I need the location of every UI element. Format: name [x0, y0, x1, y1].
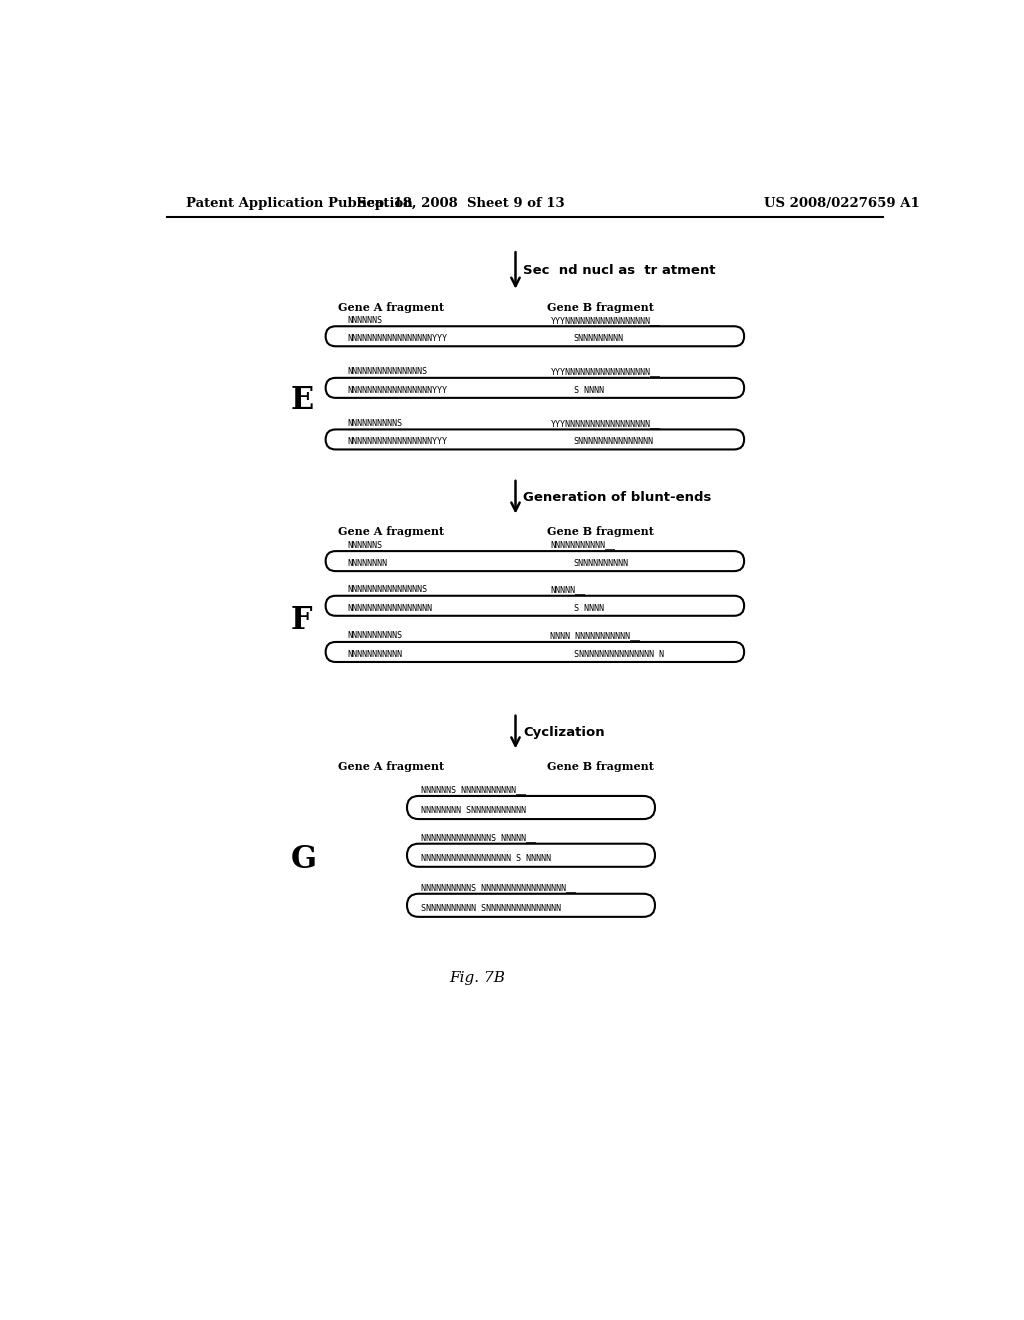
Text: NNNNNNNNNNS: NNNNNNNNNNS — [347, 418, 402, 428]
Text: NNNNNNS: NNNNNNS — [347, 315, 382, 325]
FancyBboxPatch shape — [326, 378, 744, 397]
Text: Sep. 18, 2008  Sheet 9 of 13: Sep. 18, 2008 Sheet 9 of 13 — [357, 197, 565, 210]
Text: NNNNNNNNNNNNNNNNN: NNNNNNNNNNNNNNNNN — [347, 603, 432, 612]
Text: SNNNNNNNNNN: SNNNNNNNNNN — [573, 558, 629, 568]
FancyBboxPatch shape — [326, 326, 744, 346]
Text: Fig. 7B: Fig. 7B — [449, 972, 505, 986]
Text: YYYNNNNNNNNNNNNNNNNN__: YYYNNNNNNNNNNNNNNNNN__ — [550, 367, 660, 376]
Text: Patent Application Publication: Patent Application Publication — [186, 197, 413, 210]
FancyBboxPatch shape — [407, 894, 655, 917]
FancyBboxPatch shape — [407, 843, 655, 867]
Text: NNNNNNNN SNNNNNNNNNNN: NNNNNNNN SNNNNNNNNNNN — [421, 805, 526, 814]
Text: YYYNNNNNNNNNNNNNNNNN__: YYYNNNNNNNNNNNNNNNNN__ — [550, 418, 660, 428]
Text: NNNNNNNNNNNNNNNNNYYY: NNNNNNNNNNNNNNNNNYYY — [347, 334, 447, 343]
Text: Gene B fragment: Gene B fragment — [547, 527, 654, 537]
Text: Gene B fragment: Gene B fragment — [547, 762, 654, 772]
FancyBboxPatch shape — [407, 796, 655, 818]
Text: Sec  nd nucl as  tr atment: Sec nd nucl as tr atment — [523, 264, 716, 277]
Text: NNNNNNNNNNS: NNNNNNNNNNS — [347, 631, 402, 640]
Text: NNNNNNNNNNN__: NNNNNNNNNNN__ — [550, 541, 615, 549]
Text: NNNNNNNNNNS NNNNNNNNNNNNNNNNN__: NNNNNNNNNNS NNNNNNNNNNNNNNNNN__ — [421, 883, 575, 892]
Text: NNNNNNNNNNNNNNS NNNNN__: NNNNNNNNNNNNNNS NNNNN__ — [421, 833, 536, 842]
Text: S NNNN: S NNNN — [573, 385, 603, 395]
Text: NNNNNNNNNNNNNNNS: NNNNNNNNNNNNNNNS — [347, 367, 427, 376]
Text: Gene B fragment: Gene B fragment — [547, 301, 654, 313]
Text: NNNNNNNNNNNNNNNNNYYY: NNNNNNNNNNNNNNNNNYYY — [347, 385, 447, 395]
FancyBboxPatch shape — [326, 595, 744, 615]
Text: NNNNNNS: NNNNNNS — [347, 541, 382, 549]
Text: NNNNNNNN: NNNNNNNN — [347, 558, 387, 568]
Text: Cyclization: Cyclization — [523, 726, 605, 739]
Text: YYYNNNNNNNNNNNNNNNNN__: YYYNNNNNNNNNNNNNNNNN__ — [550, 315, 660, 325]
Text: NNNN NNNNNNNNNNN__: NNNN NNNNNNNNNNN__ — [550, 631, 640, 640]
Text: SNNNNNNNNNNNNNNN N: SNNNNNNNNNNNNNNN N — [573, 649, 664, 659]
Text: Gene A fragment: Gene A fragment — [339, 527, 444, 537]
Text: US 2008/0227659 A1: US 2008/0227659 A1 — [764, 197, 920, 210]
Text: Gene A fragment: Gene A fragment — [339, 762, 444, 772]
Text: NNNNN__: NNNNN__ — [550, 585, 586, 594]
Text: NNNNNNNNNNNNNNNNNYYY: NNNNNNNNNNNNNNNNNYYY — [347, 437, 447, 446]
Text: NNNNNNS NNNNNNNNNNN__: NNNNNNS NNNNNNNNNNN__ — [421, 785, 526, 795]
Text: SNNNNNNNNNNNNNNN: SNNNNNNNNNNNNNNN — [573, 437, 653, 446]
Text: F: F — [291, 605, 312, 636]
Text: SNNNNNNNNN: SNNNNNNNNN — [573, 334, 624, 343]
Text: S NNNN: S NNNN — [573, 603, 603, 612]
Text: E: E — [291, 385, 314, 416]
Text: NNNNNNNNNNN: NNNNNNNNNNN — [347, 649, 402, 659]
FancyBboxPatch shape — [326, 429, 744, 449]
Text: G: G — [291, 843, 316, 875]
Text: Generation of blunt-ends: Generation of blunt-ends — [523, 491, 712, 504]
Text: SNNNNNNNNNN SNNNNNNNNNNNNNNN: SNNNNNNNNNN SNNNNNNNNNNNNNNN — [421, 904, 561, 912]
Text: NNNNNNNNNNNNNNNNNN S NNNNN: NNNNNNNNNNNNNNNNNN S NNNNN — [421, 854, 551, 862]
FancyBboxPatch shape — [326, 552, 744, 572]
Text: NNNNNNNNNNNNNNNS: NNNNNNNNNNNNNNNS — [347, 585, 427, 594]
FancyBboxPatch shape — [326, 642, 744, 663]
Text: Gene A fragment: Gene A fragment — [339, 301, 444, 313]
